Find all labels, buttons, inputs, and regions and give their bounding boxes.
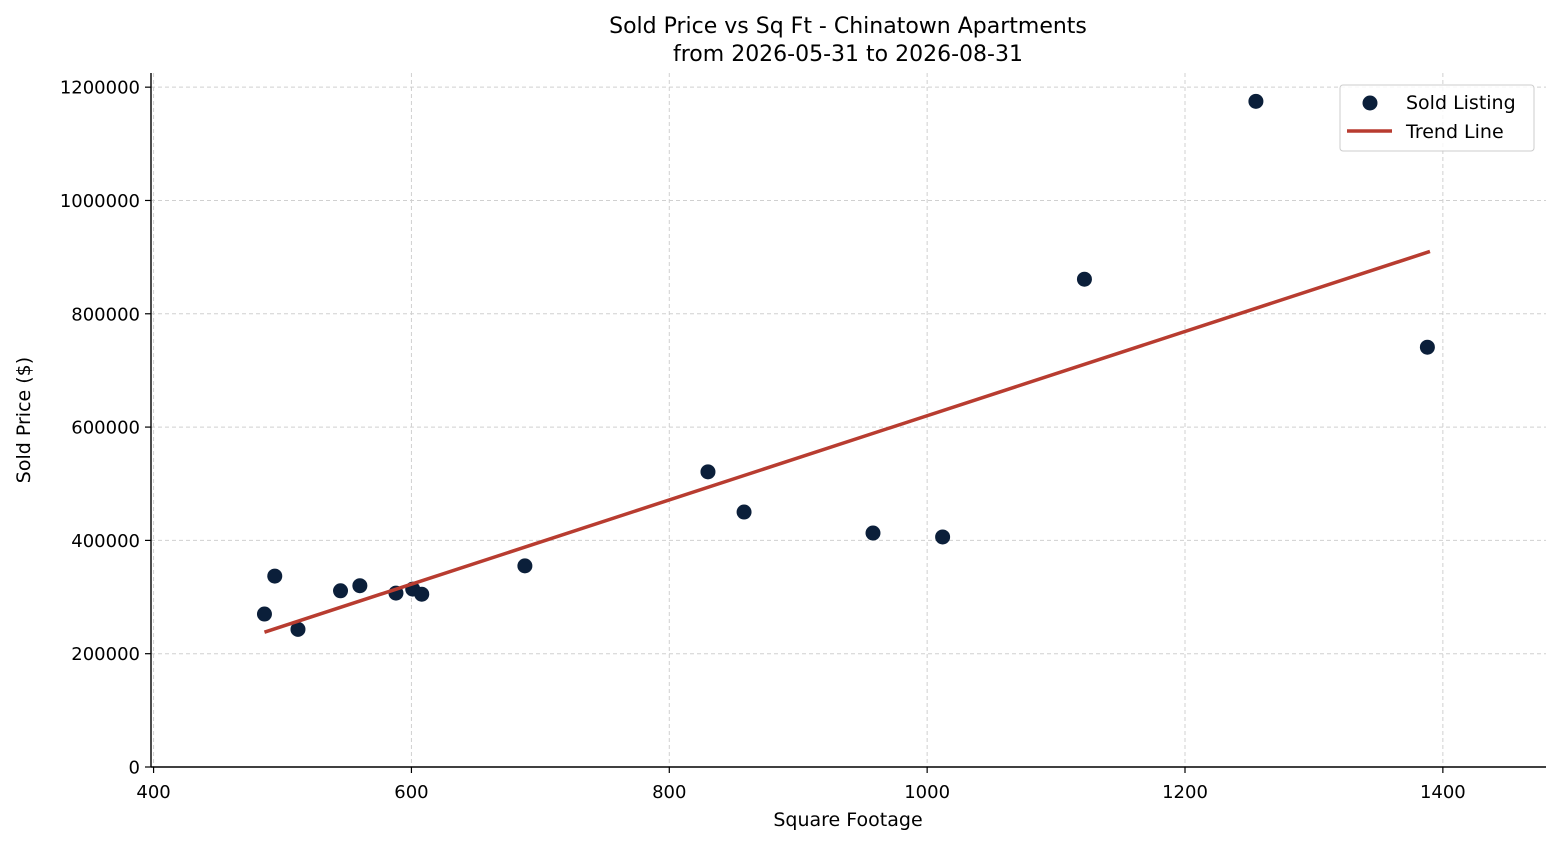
trend-line	[263, 249, 1431, 634]
data-series	[256, 93, 1435, 637]
legend-box	[1339, 84, 1535, 152]
scatter-point	[517, 558, 533, 574]
chart-subtitle: from 2026-05-31 to 2026-08-31	[673, 42, 1023, 67]
legend-marker-sold-listing	[1362, 95, 1378, 111]
chart-title: Sold Price vs Sq Ft - Chinatown Apartmen…	[609, 14, 1087, 39]
x-tick-label: 600	[394, 782, 428, 803]
scatter-point	[1419, 339, 1435, 355]
y-tick-label: 200000	[71, 644, 140, 665]
scatter-point	[1248, 93, 1264, 109]
scatter-point	[700, 464, 716, 480]
x-axis-label: Square Footage	[773, 809, 922, 831]
axis-ticks: 400 600 800 1000 1200 1400 0 200000 400000 600000…	[60, 78, 1466, 803]
scatter-point	[352, 578, 368, 594]
scatter-point	[290, 621, 306, 637]
scatter-point	[935, 529, 951, 545]
scatter-point	[333, 583, 349, 599]
y-tick-label: 0	[129, 758, 140, 779]
x-tick-label: 400	[136, 782, 170, 803]
x-tick-label: 1200	[1162, 782, 1208, 803]
scatter-point	[736, 504, 752, 520]
y-axis-label: Sold Price ($)	[13, 357, 35, 483]
x-tick-label: 1000	[904, 782, 950, 803]
scatter-point	[256, 606, 272, 622]
x-tick-label: 1400	[1420, 782, 1466, 803]
grid	[151, 73, 1546, 768]
legend-label-trend-line: Trend Line	[1405, 121, 1504, 143]
legend-label-sold-listing: Sold Listing	[1406, 92, 1516, 114]
y-tick-label: 400000	[71, 531, 140, 552]
scatter-point	[865, 525, 881, 541]
y-tick-label: 600000	[71, 418, 140, 439]
y-tick-label: 1200000	[60, 78, 140, 99]
y-tick-label: 800000	[71, 304, 140, 325]
scatter-point	[414, 586, 430, 602]
scatter-point	[267, 568, 283, 584]
scatter-point	[1076, 271, 1092, 287]
y-tick-label: 1000000	[60, 191, 140, 212]
x-tick-label: 800	[652, 782, 686, 803]
legend: Sold Listing Trend Line	[1339, 84, 1535, 152]
